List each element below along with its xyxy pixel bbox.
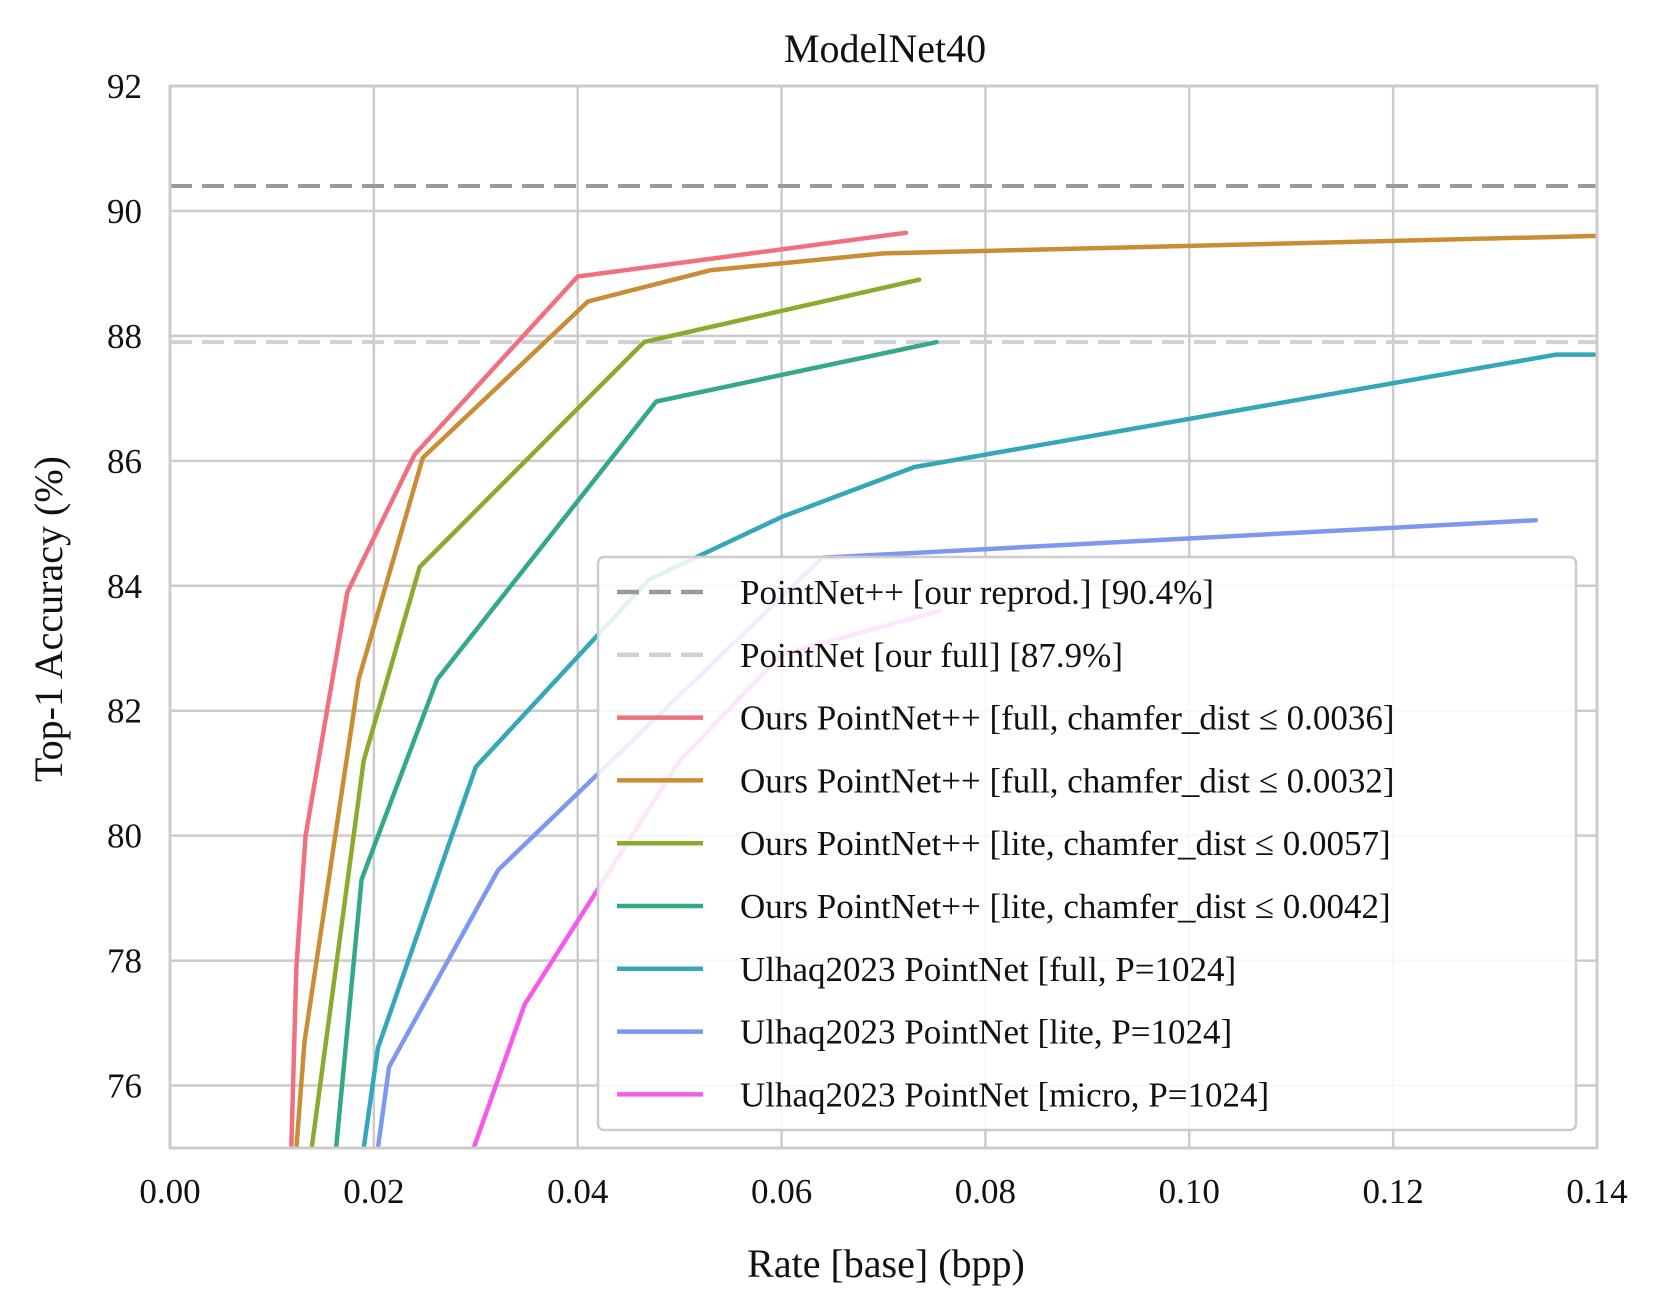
- y-tick-label: 90: [107, 192, 142, 231]
- legend-entries: PointNet++ [our reprod.] [90.4%] PointNet…: [617, 573, 1395, 1114]
- x-tick-label: 0.08: [955, 1172, 1016, 1211]
- series-line-5: [361, 352, 1597, 1148]
- x-tick-label: 0.14: [1566, 1172, 1627, 1211]
- series-line-6: [375, 517, 1539, 1148]
- x-tick-label: 0.02: [343, 1172, 404, 1211]
- x-axis-label: Rate [base] (bpp): [747, 1241, 1025, 1286]
- y-tick-label: 86: [107, 442, 142, 481]
- series-lines: [289, 230, 1597, 1148]
- y-tick-label: 88: [107, 317, 142, 356]
- x-tick-label: 0.00: [139, 1172, 200, 1211]
- legend-label: Ours PointNet++ [full, chamfer_dist ≤ 0.…: [740, 699, 1395, 738]
- x-tick-label: 0.10: [1159, 1172, 1220, 1211]
- x-tick-label: 0.12: [1363, 1172, 1424, 1211]
- chart-title: ModelNet40: [784, 26, 986, 71]
- y-tick-label: 82: [107, 692, 142, 731]
- y-tick-label: 84: [107, 567, 142, 606]
- y-tick-label: 76: [107, 1067, 142, 1106]
- legend-label: Ours PointNet++ [lite, chamfer_dist ≤ 0.…: [740, 887, 1391, 926]
- legend-label: Ulhaq2023 PointNet [full, P=1024]: [740, 950, 1236, 989]
- series-line-1: [289, 230, 909, 1148]
- legend-label: Ours PointNet++ [lite, chamfer_dist ≤ 0.…: [740, 824, 1391, 863]
- legend: PointNet++ [our reprod.] [90.4%] PointNet…: [596, 555, 1578, 1132]
- legend-label: PointNet [our full] [87.9%]: [740, 636, 1123, 675]
- x-tick-labels: 0.00 0.02 0.04 0.06 0.08 0.10 0.12 0.14: [139, 1172, 1627, 1211]
- y-tick-label: 78: [107, 942, 142, 981]
- y-tick-label: 92: [107, 67, 142, 106]
- legend-label: Ulhaq2023 PointNet [lite, P=1024]: [740, 1013, 1232, 1052]
- reference-lines: [170, 183, 1597, 345]
- x-tick-label: 0.04: [547, 1172, 608, 1211]
- legend-box: [596, 555, 1578, 1132]
- x-tick-label: 0.06: [751, 1172, 812, 1211]
- series-line-4: [333, 339, 939, 1148]
- series-line-3: [309, 277, 922, 1148]
- legend-label: Ulhaq2023 PointNet [micro, P=1024]: [740, 1075, 1269, 1114]
- series-line-2: [294, 233, 1597, 1148]
- legend-label: PointNet++ [our reprod.] [90.4%]: [740, 573, 1214, 612]
- plot-frame: [168, 84, 1599, 1150]
- y-tick-labels: 76 78 80 82 84 86 88 90 92: [107, 67, 142, 1106]
- y-axis-label: Top-1 Accuracy (%): [26, 456, 71, 782]
- legend-label: Ours PointNet++ [full, chamfer_dist ≤ 0.…: [740, 761, 1395, 800]
- y-tick-label: 80: [107, 817, 142, 856]
